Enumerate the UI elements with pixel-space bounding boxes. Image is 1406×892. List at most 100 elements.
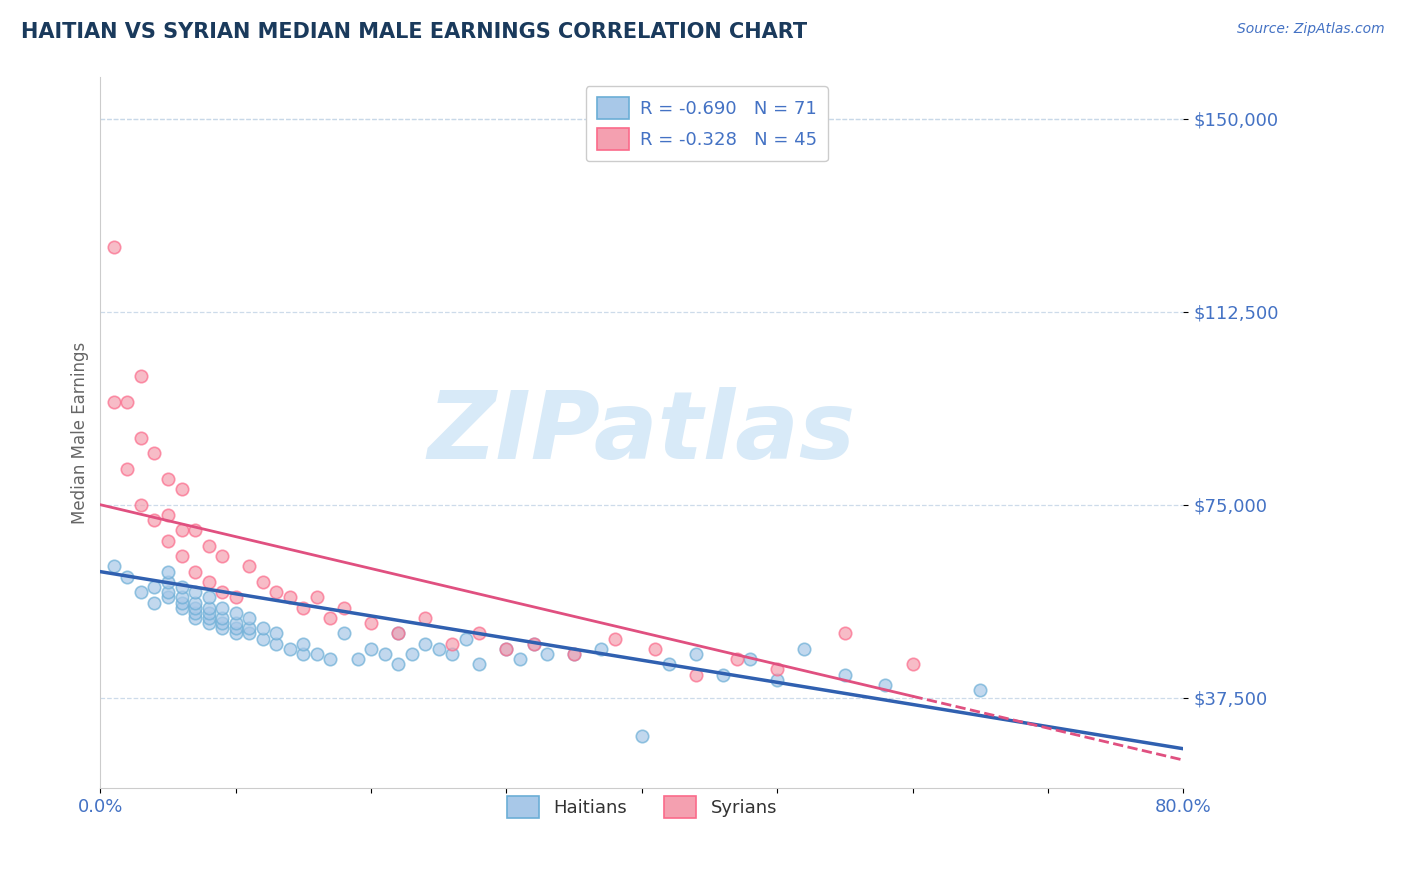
Point (129, 498, 152, 512)
Point (319, 652, 342, 666)
Point (211, 549, 233, 564)
Point (157, 472, 180, 486)
Point (603, 632, 626, 646)
Point (333, 626, 356, 640)
Point (740, 652, 762, 666)
Point (591, 641, 613, 656)
Point (170, 600, 193, 615)
Point (522, 637, 544, 651)
Point (658, 657, 681, 672)
Point (536, 647, 558, 661)
Point (238, 621, 260, 635)
Point (184, 600, 207, 615)
Point (211, 621, 233, 635)
Point (562, 647, 585, 661)
Point (360, 641, 382, 656)
Point (225, 591, 247, 605)
Point (969, 683, 991, 698)
Point (143, 446, 166, 460)
Point (211, 585, 233, 599)
Point (197, 574, 219, 589)
Point (454, 632, 477, 646)
Point (225, 616, 247, 631)
Point (211, 600, 233, 615)
Point (266, 585, 288, 599)
Point (170, 549, 193, 564)
Point (834, 626, 856, 640)
Point (117, 570, 139, 584)
Point (197, 616, 219, 631)
Point (685, 667, 707, 681)
Point (211, 616, 233, 631)
Point (197, 591, 219, 605)
Point (225, 606, 247, 620)
Point (725, 652, 748, 666)
Point (184, 595, 207, 609)
Point (685, 647, 707, 661)
Point (143, 513, 166, 527)
Point (766, 673, 789, 687)
Point (292, 600, 315, 615)
Point (184, 585, 207, 599)
Point (278, 641, 301, 656)
Point (197, 600, 219, 615)
Point (305, 591, 328, 605)
Point (157, 565, 180, 579)
Point (197, 606, 219, 620)
Point (266, 626, 288, 640)
Point (184, 565, 207, 579)
Point (252, 632, 274, 646)
Point (184, 611, 207, 625)
Point (211, 611, 233, 625)
Point (413, 611, 436, 625)
Point (157, 591, 180, 605)
Point (129, 369, 152, 384)
Text: ZIPatlas: ZIPatlas (427, 386, 856, 479)
Point (117, 461, 139, 475)
Point (225, 621, 247, 635)
Point (278, 591, 301, 605)
Point (413, 637, 436, 651)
Point (305, 647, 328, 661)
Point (252, 621, 274, 635)
Point (522, 637, 544, 651)
Point (157, 574, 180, 589)
Point (644, 641, 666, 656)
Point (238, 626, 260, 640)
Point (374, 647, 396, 661)
Point (875, 678, 897, 692)
Point (266, 637, 288, 651)
Point (103, 240, 125, 254)
Point (319, 611, 342, 625)
Point (711, 667, 734, 681)
Point (630, 730, 652, 744)
Point (197, 611, 219, 625)
Legend: Haitians, Syrians: Haitians, Syrians (499, 789, 785, 825)
Point (441, 647, 464, 661)
Point (387, 626, 409, 640)
Point (238, 611, 260, 625)
Point (468, 626, 491, 640)
Point (170, 580, 193, 594)
Point (157, 585, 180, 599)
Point (252, 574, 274, 589)
Point (468, 657, 491, 672)
Point (157, 508, 180, 522)
Point (170, 591, 193, 605)
Y-axis label: Median Male Earnings: Median Male Earnings (72, 342, 89, 524)
Point (495, 641, 517, 656)
Point (170, 483, 193, 497)
Text: Source: ZipAtlas.com: Source: ZipAtlas.com (1237, 22, 1385, 37)
Point (103, 559, 125, 574)
Point (170, 524, 193, 538)
Point (834, 667, 856, 681)
Point (793, 641, 815, 656)
Point (401, 647, 423, 661)
Point (292, 637, 315, 651)
Point (117, 394, 139, 409)
Point (387, 657, 409, 672)
Point (427, 641, 450, 656)
Point (495, 641, 517, 656)
Point (901, 657, 924, 672)
Point (562, 647, 585, 661)
